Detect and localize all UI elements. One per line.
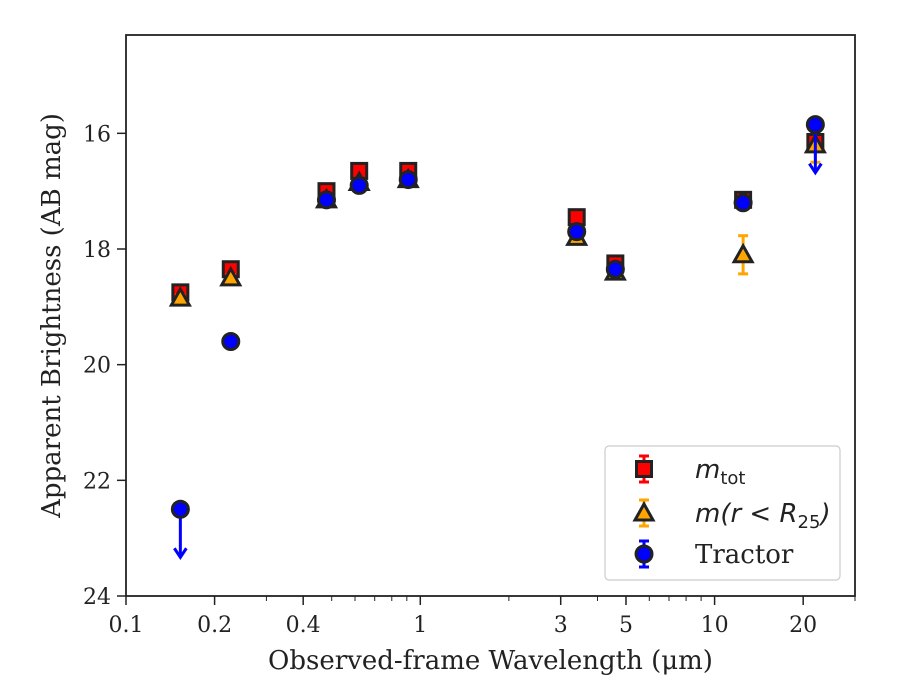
- data-point-triangle: [219, 265, 243, 287]
- y-tick-label: 20: [83, 354, 111, 379]
- legend-label: mtot: [695, 455, 745, 489]
- data-point-triangle: [731, 242, 755, 264]
- x-axis-title: Observed-frame Wavelength (μm): [268, 646, 713, 676]
- series-2: [170, 115, 825, 560]
- data-point-circle: [316, 190, 336, 210]
- y-tick-label: 16: [83, 122, 111, 147]
- x-tick-label: 5: [619, 613, 633, 638]
- data-point-circle: [733, 193, 753, 213]
- data-point-circle: [605, 259, 625, 279]
- data-point-circle: [398, 170, 418, 190]
- data-point-circle: [170, 499, 190, 519]
- y-axis-title: Apparent Brightness (AB mag): [37, 113, 67, 519]
- x-tick-label: 10: [701, 613, 729, 638]
- y-tick-label: 22: [83, 469, 111, 494]
- legend-marker-circle: [634, 544, 654, 564]
- y-tick-label: 18: [83, 238, 111, 263]
- data-point-circle: [349, 175, 369, 195]
- series-0: [171, 132, 825, 302]
- data-point-circle: [805, 115, 825, 135]
- legend-label: m(r < R25): [695, 499, 831, 533]
- data-point-circle: [567, 222, 587, 242]
- plot-frame: [125, 34, 856, 597]
- legend-label: Tractor: [695, 540, 794, 570]
- x-tick-label: 1: [413, 613, 427, 638]
- x-tick-label: 20: [789, 613, 817, 638]
- legend: mtot m(r < R25) Tractor: [604, 445, 841, 581]
- y-tick-label: 24: [83, 585, 111, 610]
- data-marks: [168, 115, 827, 560]
- data-point-triangle: [168, 286, 192, 307]
- series-1: [168, 126, 827, 307]
- x-tick-label: 3: [554, 613, 568, 638]
- axes: 0.1 0.2 0.4 1 3 5 10 20 16 18 20 22 24: [83, 122, 856, 638]
- legend-box: [604, 445, 841, 581]
- x-tick-label: 0.2: [197, 613, 232, 638]
- x-tick-label: 0.1: [109, 613, 144, 638]
- x-tick-label: 0.4: [286, 613, 321, 638]
- data-point-circle: [221, 332, 241, 352]
- legend-marker-triangle: [632, 500, 656, 522]
- legend-marker-square: [635, 460, 653, 478]
